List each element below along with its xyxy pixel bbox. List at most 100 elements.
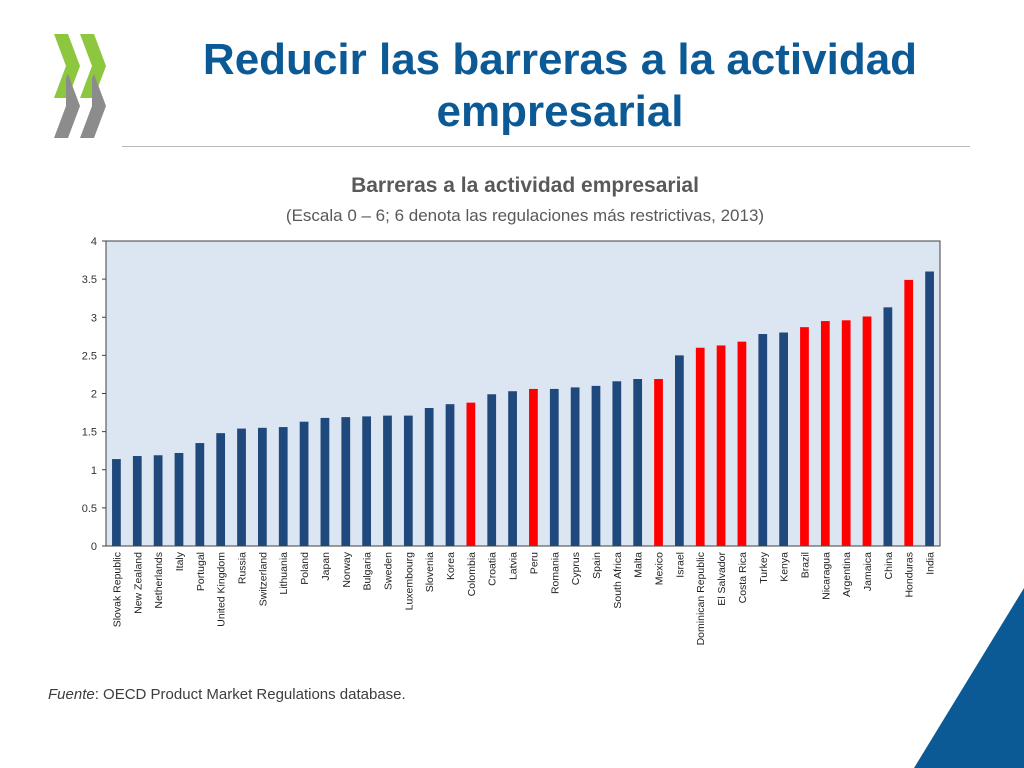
- bar: [424, 407, 434, 546]
- bar: [883, 307, 893, 546]
- bar: [758, 334, 768, 546]
- bar: [112, 459, 121, 546]
- x-tick-label: New Zealand: [132, 552, 144, 614]
- bar: [737, 341, 747, 546]
- logo-grey-chevron-right: [80, 74, 106, 138]
- logo-grey-chevron-left: [54, 74, 80, 138]
- bar: [487, 394, 497, 546]
- bar: [466, 402, 476, 546]
- x-tick-label: Slovak Republic: [111, 552, 123, 627]
- source-label: Fuente: [48, 686, 95, 703]
- y-tick-label: 0.5: [82, 503, 97, 515]
- x-tick-label: Luxembourg: [403, 552, 415, 611]
- bar: [904, 279, 914, 546]
- corner-triangle-decoration: [914, 588, 1024, 768]
- x-tick-label: Korea: [445, 552, 457, 580]
- plot-area: [105, 240, 941, 547]
- bar: [237, 428, 246, 546]
- bar: [153, 455, 163, 546]
- x-tick-label: Norway: [341, 551, 353, 587]
- bar-chart: 0 0.5 1 1.5 2 2.5 3 3.5 4 Slovak Republic New Zeal…: [82, 236, 941, 645]
- x-tick-label: Jamaica: [862, 552, 874, 591]
- source-text: : OECD Product Market Regulations databa…: [94, 686, 406, 703]
- bar: [862, 316, 872, 546]
- bar: [278, 427, 288, 546]
- chart-title: Barreras a la actividad empresarial: [351, 174, 699, 197]
- bar: [341, 417, 351, 546]
- x-tick-label: United Kingdom: [216, 552, 228, 627]
- bar: [716, 345, 726, 546]
- bar: [591, 385, 601, 546]
- bar: [570, 387, 580, 546]
- x-tick-label: Latvia: [508, 552, 520, 580]
- y-tick-label: 4: [91, 236, 97, 248]
- y-tick-label: 3: [91, 312, 97, 324]
- x-tick-label: Russia: [237, 552, 249, 584]
- x-tick-label: Brazil: [799, 552, 811, 578]
- y-tick-label: 1.5: [82, 427, 97, 439]
- x-tick-label: Israel: [674, 552, 686, 578]
- y-tick-label: 3.5: [82, 274, 97, 286]
- bar: [445, 404, 455, 546]
- x-tick-label: Honduras: [904, 552, 916, 598]
- bar: [695, 347, 705, 546]
- x-tick-label: Netherlands: [153, 552, 165, 609]
- bar: [779, 332, 789, 546]
- bar: [612, 381, 622, 546]
- x-tick-label: Cyprus: [570, 552, 582, 585]
- x-tick-label: Sweden: [382, 552, 394, 590]
- bar: [257, 427, 267, 546]
- x-tick-label: Poland: [299, 552, 311, 585]
- title-divider: [122, 146, 970, 147]
- bar: [216, 433, 226, 546]
- x-tick-label: Nicaragua: [820, 552, 832, 600]
- x-tick-label: Portugal: [195, 552, 207, 591]
- x-tick-label: Slovenia: [424, 552, 436, 592]
- x-tick-label: Turkey: [758, 551, 770, 583]
- y-tick-label: 2.5: [82, 350, 97, 362]
- x-tick-label: Romania: [549, 552, 561, 594]
- bar: [820, 321, 830, 546]
- x-tick-label: Mexico: [654, 552, 666, 585]
- source-note: Fuente: OECD Product Market Regulations …: [48, 686, 406, 703]
- x-tick-label: Switzerland: [257, 552, 269, 606]
- x-tick-label: Kenya: [779, 552, 791, 582]
- oecd-logo-icon: [54, 34, 106, 138]
- bar: [299, 421, 309, 546]
- bar: [674, 355, 684, 546]
- bar: [549, 388, 559, 546]
- bar: [508, 391, 517, 546]
- bar: [132, 456, 142, 546]
- bar: [383, 415, 392, 546]
- x-tick-label: Colombia: [466, 552, 478, 597]
- y-tick-label: 0: [91, 541, 97, 553]
- bar: [925, 271, 934, 546]
- bar: [529, 388, 538, 546]
- x-tick-label: Spain: [591, 552, 603, 579]
- x-tick-label: Bulgaria: [362, 552, 374, 591]
- bar: [841, 320, 851, 546]
- bar: [195, 443, 205, 546]
- x-tick-label: South Africa: [612, 552, 624, 609]
- x-tick-label: Malta: [633, 552, 645, 578]
- x-tick-label: Costa Rica: [737, 552, 749, 604]
- x-tick-label: Lithuania: [278, 552, 290, 595]
- x-tick-label: Peru: [528, 552, 540, 574]
- x-tick-label: Italy: [174, 551, 186, 571]
- bar: [174, 452, 184, 546]
- x-tick-label: Croatia: [487, 552, 499, 586]
- y-tick-label: 1: [91, 465, 97, 477]
- x-tick-label: India: [925, 552, 937, 575]
- bar: [320, 417, 330, 546]
- logo-green-chevron-left: [54, 34, 80, 98]
- x-tick-label: Argentina: [841, 552, 853, 597]
- y-tick-label: 2: [91, 389, 97, 401]
- slide-title: Reducir las barreras a la actividad empr…: [202, 35, 918, 136]
- bar: [403, 415, 413, 546]
- chart-subtitle: (Escala 0 – 6; 6 denota las regulaciones…: [285, 206, 765, 225]
- x-tick-label: Japan: [320, 552, 332, 581]
- x-tick-label: Dominican Republic: [695, 552, 707, 645]
- x-tick-label: China: [883, 552, 895, 580]
- logo-green-chevron-right: [80, 34, 106, 98]
- bar: [654, 379, 663, 546]
